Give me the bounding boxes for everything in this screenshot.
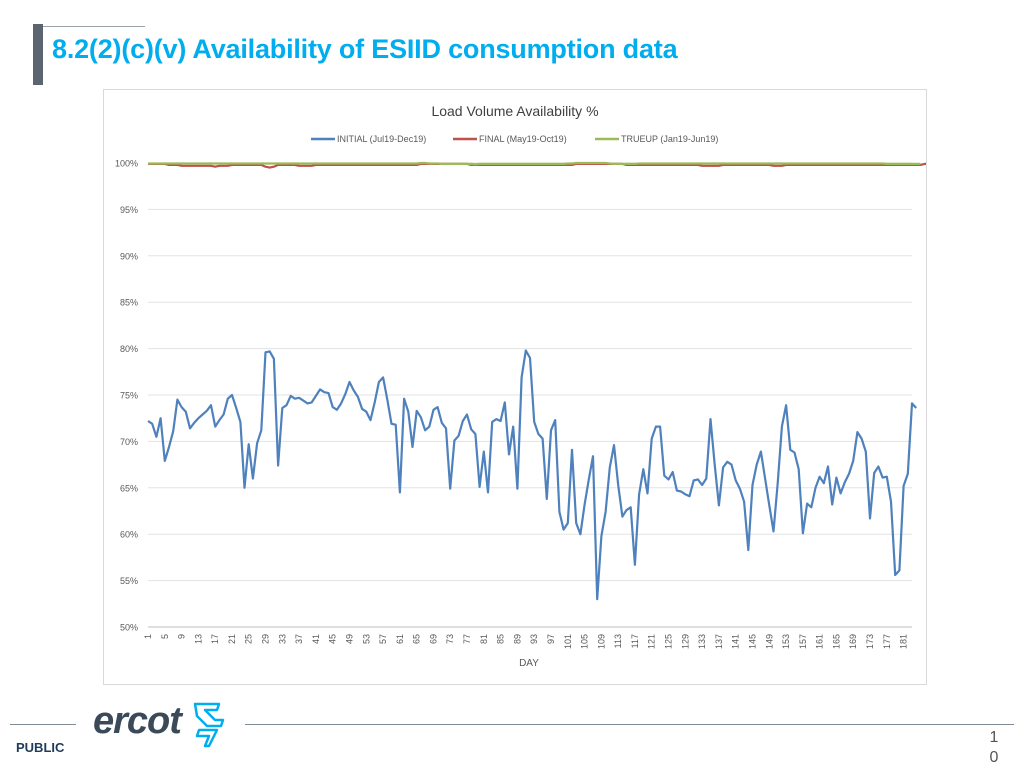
x-tick-label: 89 [512,634,522,644]
y-tick-label: 65% [120,483,138,493]
line-chart: Load Volume Availability % INITIAL (Jul1… [115,103,926,669]
x-tick-label: 109 [596,634,606,649]
y-tick-label: 50% [120,623,138,633]
chart-title: Load Volume Availability % [431,103,598,119]
logo-text: ercot [93,700,182,742]
x-tick-label: 33 [277,634,287,644]
footer-rule-right [245,724,1014,725]
x-tick-label: 165 [831,634,841,649]
y-tick-label: 80% [120,344,138,354]
x-tick-label: 65 [412,634,422,644]
x-tick-label: 129 [680,634,690,649]
x-tick-label: 69 [428,634,438,644]
x-tick-label: 57 [378,634,388,644]
title-rule [43,26,145,27]
legend-label: FINAL (May19-Oct19) [479,134,567,144]
x-tick-label: 5 [160,634,170,639]
legend-label: TRUEUP (Jan19-Jun19) [621,134,718,144]
page-title: 8.2(2)(c)(v) Availability of ESIID consu… [52,34,678,64]
x-tick-label: 41 [311,634,321,644]
texas-bolt-icon [193,702,225,748]
x-axis-ticks: 1 5 9 13 17 21 25 29 33 37 41 45 49 53 57 61 65 69 73 77 81 8… [143,634,909,649]
y-tick-label: 90% [120,251,138,261]
page-number: 1 0 [984,728,1004,768]
x-tick-label: 49 [344,634,354,644]
x-tick-label: 113 [613,634,623,648]
x-tick-label: 13 [193,634,203,644]
y-tick-label: 75% [120,391,138,401]
x-tick-label: 81 [479,634,489,644]
x-tick-label: 21 [227,634,237,644]
x-tick-label: 17 [210,634,220,644]
x-tick-label: 37 [294,634,304,644]
footer-rule-left [10,724,76,725]
chart-series [147,161,926,601]
y-tick-label: 55% [120,576,138,586]
x-tick-label: 173 [865,634,875,649]
x-tick-label: 97 [546,634,556,644]
x-tick-label: 181 [899,634,909,649]
y-tick-label: 100% [115,159,138,169]
x-tick-label: 77 [462,634,472,644]
x-tick-label: 1 [143,634,153,639]
x-tick-label: 121 [647,634,657,649]
x-tick-label: 45 [328,634,338,644]
x-tick-label: 149 [764,634,774,649]
x-tick-label: 169 [848,634,858,649]
series-line [147,349,918,601]
page-number-line2: 0 [989,749,999,766]
x-tick-label: 85 [496,634,506,644]
x-tick-label: 145 [747,634,757,649]
x-tick-label: 133 [697,634,707,649]
x-tick-label: 25 [244,634,254,644]
x-tick-label: 141 [731,634,741,649]
y-tick-label: 70% [120,437,138,447]
x-tick-label: 161 [815,634,825,649]
ercot-logo: ercot [93,698,233,750]
page-number-line1: 1 [989,729,999,746]
y-tick-label: 85% [120,298,138,308]
title-accent-bar [33,24,43,85]
x-tick-label: 93 [529,634,539,644]
x-tick-label: 101 [563,634,573,649]
x-tick-label: 105 [580,634,590,649]
public-label: PUBLIC [16,740,65,755]
y-axis-ticks: 50% 55% 60% 65% 70% 75% 80% 85% 90% 95% 100% [115,159,138,633]
x-tick-label: 125 [664,634,674,649]
x-tick-label: 9 [177,634,187,639]
x-tick-label: 53 [361,634,371,644]
x-axis-label: DAY [519,658,539,669]
chart-legend: INITIAL (Jul19-Dec19) FINAL (May19-Oct19)… [311,134,718,144]
x-tick-label: 29 [261,634,271,644]
x-tick-label: 73 [445,634,455,644]
x-tick-label: 153 [781,634,791,649]
x-tick-label: 137 [714,634,724,649]
legend-label: INITIAL (Jul19-Dec19) [337,134,426,144]
x-tick-label: 61 [395,634,405,644]
x-tick-label: 117 [630,634,640,648]
y-tick-label: 95% [120,205,138,215]
x-tick-label: 157 [798,634,808,649]
y-tick-label: 60% [120,530,138,540]
series-line [148,161,921,166]
x-tick-label: 177 [882,634,892,649]
chart-container: Load Volume Availability % INITIAL (Jul1… [103,89,927,685]
